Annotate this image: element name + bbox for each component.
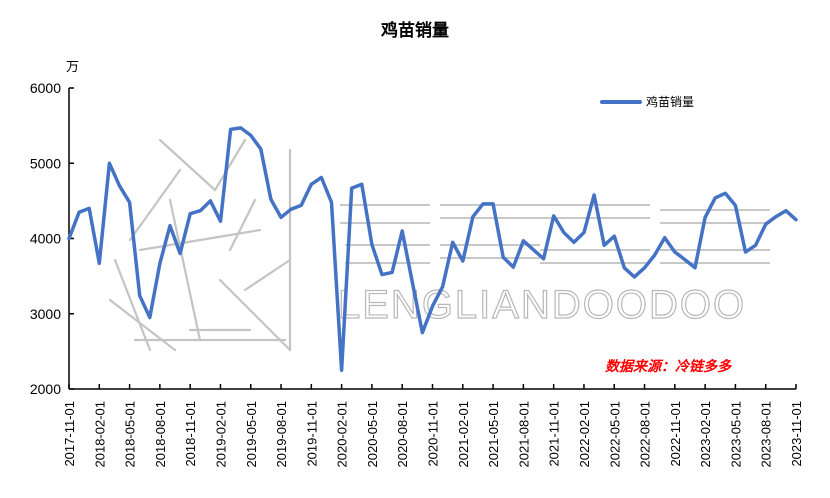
x-tick-label: 2023-08-01 bbox=[759, 401, 774, 468]
y-tick-label: 2000 bbox=[30, 381, 61, 397]
x-tick-label: 2022-05-01 bbox=[607, 401, 622, 468]
legend: 鸡苗销量 bbox=[600, 93, 694, 110]
x-tick-label: 2021-08-01 bbox=[516, 401, 531, 468]
x-tick-label: 2019-08-01 bbox=[274, 401, 289, 468]
y-tick-label: 4000 bbox=[30, 231, 61, 247]
x-tick-label: 2022-11-01 bbox=[668, 401, 683, 467]
x-tick-label: 2023-02-01 bbox=[698, 401, 713, 468]
x-tick-label: 2022-02-01 bbox=[577, 401, 592, 468]
x-tick-label: 2021-02-01 bbox=[456, 401, 471, 468]
x-tick-label: 2021-11-01 bbox=[547, 401, 562, 467]
x-tick-label: 2020-02-01 bbox=[335, 401, 350, 468]
x-tick-label: 2021-05-01 bbox=[486, 401, 501, 468]
x-tick-label: 2023-05-01 bbox=[728, 401, 743, 468]
y-tick-label: 3000 bbox=[30, 306, 61, 322]
x-tick-label: 2018-02-01 bbox=[92, 401, 107, 468]
x-tick-label: 2023-11-01 bbox=[789, 401, 804, 467]
series-layer bbox=[67, 126, 798, 372]
x-tick-label: 2018-11-01 bbox=[183, 401, 198, 467]
axes: 2000 3000 4000 5000 6000 2017-11-01 2018-02-01… bbox=[30, 80, 804, 468]
y-axis-unit: 万 bbox=[66, 60, 80, 75]
legend-line-swatch-icon bbox=[600, 99, 642, 104]
chart-title: 鸡苗销量 bbox=[381, 21, 449, 41]
y-tick-label: 5000 bbox=[30, 155, 61, 171]
x-tick-label: 2019-11-01 bbox=[304, 401, 319, 467]
watermark: LENGLIANDOODOO bbox=[108, 138, 770, 352]
x-tick-label: 2020-08-01 bbox=[395, 401, 410, 468]
series-line-chick-sales bbox=[67, 126, 798, 372]
x-tick-label: 2022-08-01 bbox=[638, 401, 653, 468]
x-tick-label: 2018-08-01 bbox=[153, 401, 168, 468]
watermark-text: LENGLIANDOODOO bbox=[338, 283, 746, 327]
x-tick-label: 2018-05-01 bbox=[123, 401, 138, 468]
x-tick-label: 2020-11-01 bbox=[426, 401, 441, 467]
x-tick-label: 2019-02-01 bbox=[213, 401, 228, 468]
x-tick-label: 2019-05-01 bbox=[244, 401, 259, 468]
data-source-note: 数据来源：冷链多多 bbox=[605, 359, 731, 375]
legend-label: 鸡苗销量 bbox=[646, 95, 695, 109]
x-tick-label: 2017-11-01 bbox=[62, 401, 77, 467]
x-tick-label: 2020-05-01 bbox=[365, 401, 380, 468]
y-tick-label: 6000 bbox=[30, 80, 61, 96]
